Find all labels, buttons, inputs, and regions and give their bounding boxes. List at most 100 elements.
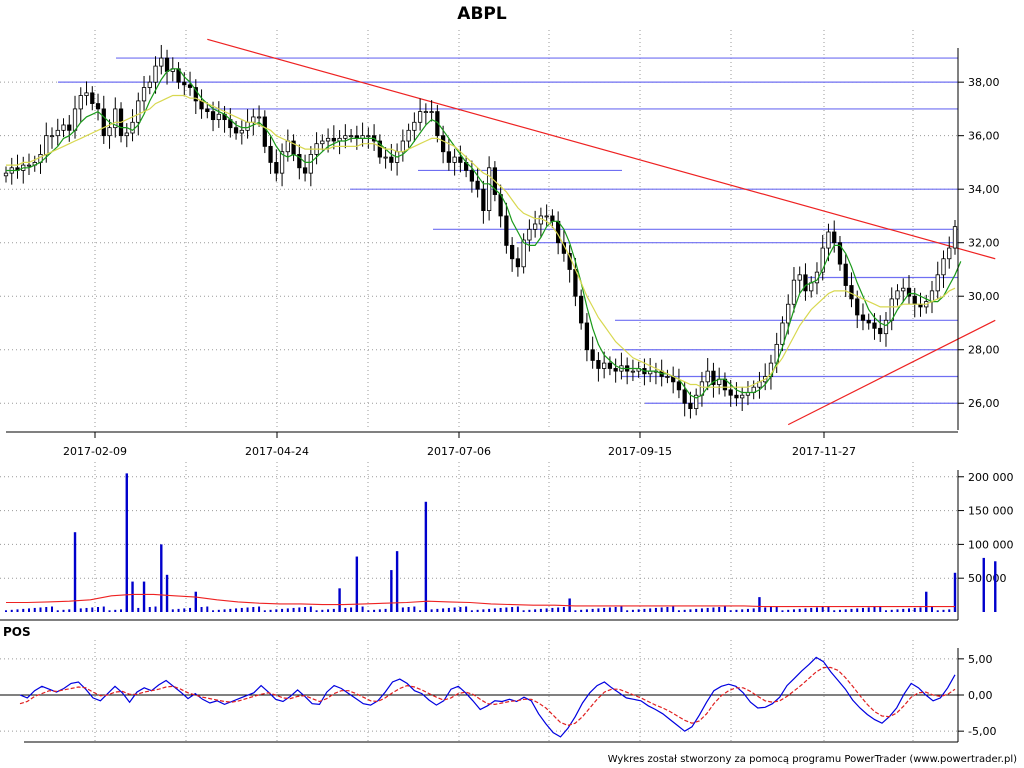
volume-bar xyxy=(861,607,864,612)
volume-bar xyxy=(56,610,59,612)
volume-spike xyxy=(73,532,77,612)
volume-y-tick-label: 200 000 xyxy=(968,471,1014,484)
x-tick-label: 2017-11-27 xyxy=(792,445,856,458)
volume-bar xyxy=(206,606,209,612)
candle-body xyxy=(860,314,866,321)
volume-bar xyxy=(102,606,105,612)
volume-bar xyxy=(643,608,646,612)
volume-bar xyxy=(608,607,611,612)
volume-bar xyxy=(229,608,232,612)
volume-bar xyxy=(137,607,140,612)
price-y-tick-label: 34,00 xyxy=(968,183,1000,196)
volume-bar xyxy=(315,610,318,612)
volume-bar xyxy=(936,610,939,612)
volume-bar xyxy=(28,608,31,612)
volume-bar xyxy=(85,607,88,612)
candle-body xyxy=(912,295,917,305)
candle-body xyxy=(429,111,434,113)
volume-bar xyxy=(879,606,882,612)
volume-bar xyxy=(309,606,312,612)
volume-bar xyxy=(304,606,307,612)
candle-body xyxy=(147,81,152,88)
volume-bar xyxy=(850,608,853,612)
volume-bar xyxy=(217,609,220,612)
volume-spike xyxy=(194,591,197,612)
volume-bar xyxy=(430,609,433,612)
volume-bar xyxy=(22,608,25,612)
candle-body xyxy=(527,228,532,241)
volume-bar xyxy=(114,609,117,612)
volume-spike xyxy=(982,557,985,612)
candle-body xyxy=(389,156,394,163)
candle-body xyxy=(929,290,935,302)
volume-spike xyxy=(953,572,957,612)
volume-bar xyxy=(574,610,577,612)
volume-spike xyxy=(395,551,399,612)
candle-body xyxy=(590,349,595,361)
volume-bar xyxy=(16,609,19,612)
chart-title: ABPL xyxy=(457,4,507,24)
candle-body xyxy=(101,108,106,137)
volume-bar xyxy=(603,607,606,612)
pos-panel-label: POS xyxy=(3,625,31,639)
ma-long-line xyxy=(6,94,956,388)
trend-lines xyxy=(207,38,996,426)
volume-bar xyxy=(948,609,951,612)
volume-spike xyxy=(994,561,997,612)
volume-bar xyxy=(804,608,807,612)
pos-line xyxy=(19,656,956,738)
candle-body xyxy=(256,116,262,119)
candle-body xyxy=(952,226,958,249)
candle-body xyxy=(279,151,285,174)
candle-body xyxy=(233,127,239,134)
volume-bar xyxy=(79,608,82,612)
volume-bar xyxy=(827,606,830,612)
candle-body xyxy=(538,215,544,225)
candle-body xyxy=(803,274,808,292)
ma-short-line xyxy=(6,68,962,399)
candle-body xyxy=(210,111,216,121)
volume-spike xyxy=(338,588,341,612)
candle-body xyxy=(245,121,250,131)
price-y-tick-label: 32,00 xyxy=(968,237,1000,250)
volume-y-tick-label: 150 000 xyxy=(968,505,1014,518)
volume-bar xyxy=(729,610,732,612)
volume-spike xyxy=(165,574,169,612)
volume-bar xyxy=(689,609,692,612)
volume-y-tick-label: 50 000 xyxy=(968,572,1007,585)
volume-bar xyxy=(677,610,680,612)
volume-bar xyxy=(350,607,353,612)
candle-body xyxy=(136,100,141,123)
volume-bar xyxy=(252,606,255,612)
candle-body xyxy=(596,360,601,369)
volume-bar xyxy=(746,608,749,612)
volume-bar xyxy=(775,606,778,612)
candle-body xyxy=(49,135,55,138)
candle-body xyxy=(837,242,843,265)
volume-bar xyxy=(189,607,192,612)
candle-body xyxy=(475,180,480,190)
volume-bar xyxy=(51,606,54,612)
volume-bar xyxy=(769,606,772,612)
candle-body xyxy=(44,135,49,155)
x-tick-label: 2017-02-09 xyxy=(63,445,127,458)
price-y-tick-label: 26,00 xyxy=(968,397,1000,410)
volume-bar xyxy=(522,610,525,612)
volume-bar xyxy=(62,609,65,612)
candle-body xyxy=(676,381,682,391)
volume-bar xyxy=(649,608,652,612)
candle-body xyxy=(843,263,848,286)
volume-bar xyxy=(907,608,910,612)
candle-body xyxy=(153,65,158,83)
volume-bar xyxy=(154,606,157,612)
pos-signal-line xyxy=(19,666,956,727)
volume-bar xyxy=(516,606,519,612)
candle-body xyxy=(412,121,417,131)
x-tick-label: 2017-04-24 xyxy=(245,445,309,458)
volume-bar xyxy=(373,609,376,612)
candle-body xyxy=(504,215,509,246)
candle-body xyxy=(251,116,256,123)
volume-spike xyxy=(131,581,134,612)
candle-body xyxy=(90,92,95,104)
volume-bar xyxy=(263,610,266,612)
